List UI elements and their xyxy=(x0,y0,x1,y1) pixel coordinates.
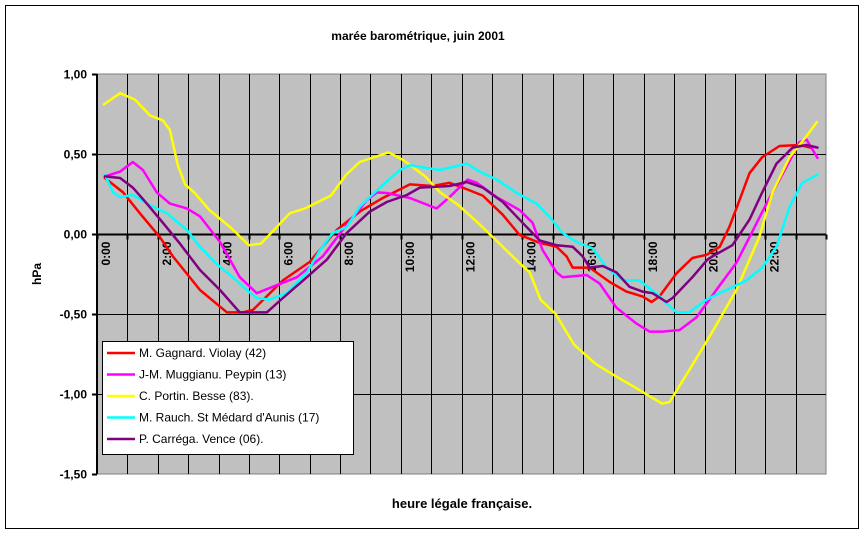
y-tick-label: -0,50 xyxy=(60,308,88,322)
y-tick-label: 0,00 xyxy=(64,228,88,242)
series-line-5 xyxy=(103,143,819,314)
x-tick-label: 14:00 xyxy=(524,241,538,272)
legend-label-5: P. Carréga. Vence (06). xyxy=(139,432,264,446)
series-line-3 xyxy=(102,91,819,405)
chart-title: marée barométrique, juin 2001 xyxy=(331,29,505,43)
x-tick-label: 0:00 xyxy=(99,241,113,265)
legend-box xyxy=(102,341,354,455)
y-tick-label: 0,50 xyxy=(64,148,88,162)
x-tick-label: 18:00 xyxy=(646,241,660,272)
legend-label-3: C. Portin. Besse (83). xyxy=(139,389,254,403)
x-tick-label: 12:00 xyxy=(464,241,478,272)
legend: M. Gagnard. Violay (42) J-M. Muggianu. Pe… xyxy=(102,341,354,455)
legend-label-4: M. Rauch. St Médard d'Aunis (17) xyxy=(139,411,319,425)
legend-label-1: M. Gagnard. Violay (42) xyxy=(139,346,266,360)
x-tick-label: 8:00 xyxy=(342,241,356,265)
x-tick-label: 10:00 xyxy=(403,241,417,272)
series-lines xyxy=(102,91,819,405)
y-tick-label: -1,50 xyxy=(60,468,88,482)
legend-label-2: J-M. Muggianu. Peypin (13) xyxy=(139,368,286,382)
x-tick-label: 22:00 xyxy=(767,241,781,272)
y-tick-label: -1,00 xyxy=(60,388,88,402)
x-axis-label: heure légale française. xyxy=(392,496,532,511)
y-axis-label: hPa xyxy=(30,263,44,285)
x-tick-label: 6:00 xyxy=(281,241,295,265)
y-tick-label: 1,00 xyxy=(64,68,88,82)
series-line-4 xyxy=(103,162,819,314)
x-tick-label: 2:00 xyxy=(160,241,174,265)
